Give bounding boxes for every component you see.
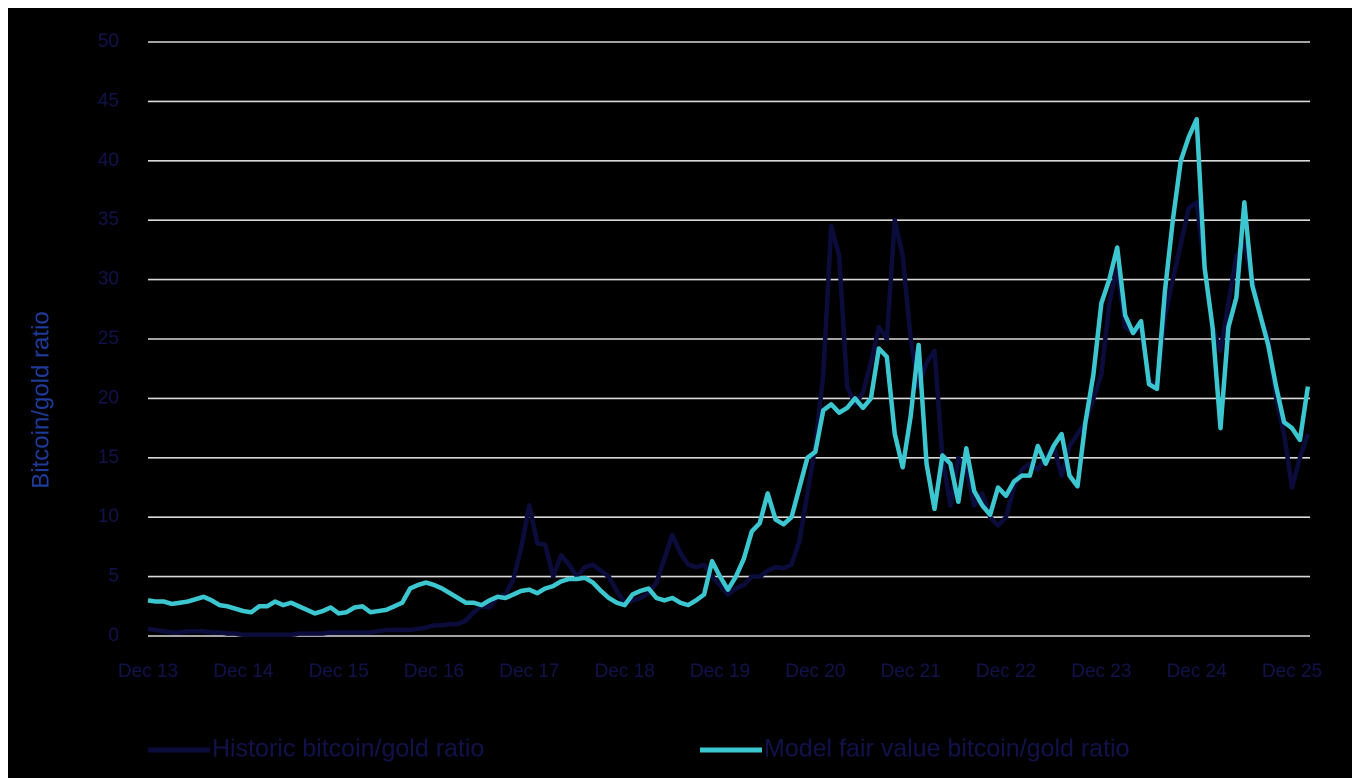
x-tick-label: Dec 22	[976, 661, 1036, 682]
data-line	[147, 116, 1311, 616]
x-tick-label: Dec 13	[118, 661, 178, 682]
y-tick-label: 45	[98, 90, 119, 111]
x-tick-label: Dec 15	[309, 661, 369, 682]
x-tick-label: Dec 18	[595, 661, 655, 682]
x-tick-label: Dec 23	[1071, 661, 1131, 682]
x-tick-label: Dec 16	[404, 661, 464, 682]
y-tick-label: 5	[108, 566, 119, 587]
y-tick-label: 20	[98, 387, 119, 408]
y-tick-label: 40	[98, 150, 119, 171]
x-tick-label: Dec 19	[690, 661, 750, 682]
y-tick-label: 10	[98, 506, 119, 527]
x-tick-label: Dec 14	[213, 661, 274, 682]
chart-background	[8, 8, 1352, 778]
y-tick-label: 0	[108, 625, 119, 646]
legend-label: Historic bitcoin/gold ratio	[212, 735, 484, 763]
y-tick-label: 50	[98, 31, 119, 52]
data-line	[147, 200, 1311, 638]
x-tick-label: Dec 24	[1167, 661, 1228, 682]
y-tick-label: 25	[98, 328, 119, 349]
legend-label: Model fair value bitcoin/gold ratio	[764, 735, 1129, 763]
x-tick-label: Dec 21	[881, 661, 941, 682]
x-tick-label: Dec 25	[1262, 661, 1322, 682]
y-tick-label: 15	[98, 447, 119, 468]
y-tick-label: 35	[98, 209, 119, 230]
y-axis-label: Bitcoin/gold ratio	[27, 311, 54, 488]
x-tick-label: Dec 20	[785, 661, 845, 682]
x-tick-label: Dec 17	[499, 661, 559, 682]
y-tick-label: 30	[98, 269, 119, 290]
